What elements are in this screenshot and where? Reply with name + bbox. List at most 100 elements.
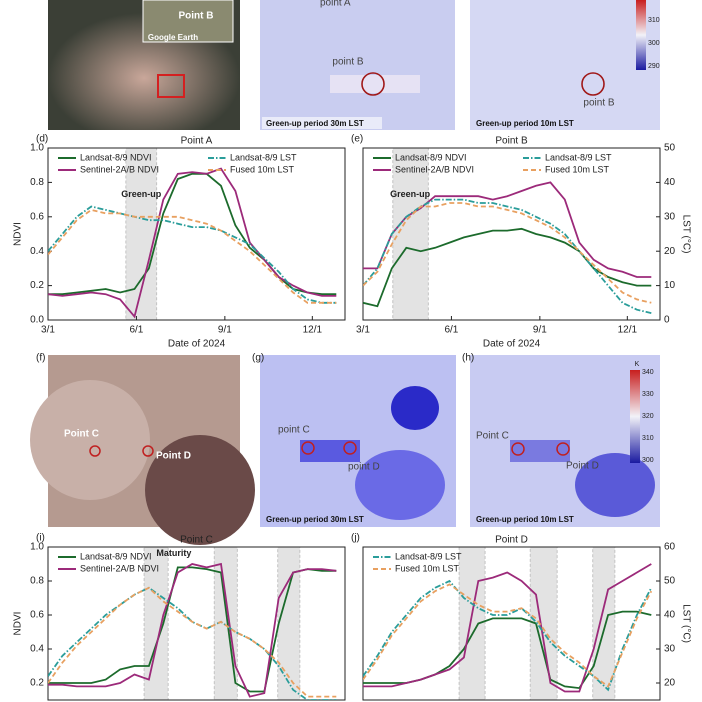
y2-tick-label: 50 [664, 576, 676, 587]
legend-label: Landsat-8/9 NDVI [395, 152, 467, 162]
colorbar-tick-label: 330 [642, 391, 654, 398]
y2-axis-label: LST (°C) [680, 604, 691, 643]
colorbar [636, 0, 646, 70]
legend-label: Fused 10m LST [545, 164, 610, 174]
series-line [48, 586, 337, 698]
image-caption: Green-up period 10m LST [476, 119, 574, 128]
point-marker [343, 441, 357, 455]
colorbar-tick-label: 340 [642, 369, 654, 376]
plot-frame [362, 147, 661, 321]
x-tick-label: 6/1 [444, 325, 458, 336]
x-axis-label: Date of 2024 [168, 339, 226, 350]
colorbar-tick-label: 300 [648, 40, 660, 47]
image-label: Google Earth [148, 33, 198, 42]
point-marker [511, 442, 525, 456]
panel-label: (h) [462, 353, 474, 364]
panel-c: point B Green-up period 10m LST 310 300 29… [470, 0, 660, 130]
y-axis-label: NDVI [13, 612, 24, 636]
legend-label: Landsat-8/9 NDVI [80, 152, 152, 162]
series-line [48, 208, 337, 304]
legend-label: Landsat-8/9 LST [545, 152, 612, 162]
y2-tick-label: 40 [664, 177, 676, 188]
colorbar-unit: K [635, 361, 640, 368]
series-line [48, 205, 337, 304]
y-tick-label: 0.6 [30, 610, 44, 621]
chart-title: Point C [180, 535, 213, 546]
colorbar-ticks: 310 300 290 [648, 17, 660, 70]
y2-tick-label: 50 [664, 143, 676, 154]
image-label: Point B [179, 11, 214, 22]
point-marker [301, 441, 315, 455]
series-line [48, 566, 337, 693]
y-tick-label: 0.0 [30, 315, 44, 326]
y-tick-label: 1.0 [30, 143, 44, 154]
y-tick-label: 0.2 [30, 280, 44, 291]
panel-label: (g) [252, 353, 264, 364]
image-label: point B [332, 57, 363, 68]
panel-label: (f) [36, 353, 45, 364]
image-label: Point C [64, 429, 99, 440]
legend-label: Sentinel-2A/B NDVI [395, 164, 474, 174]
legend-label: Fused 10m LST [230, 164, 295, 174]
y2-tick-label: 30 [664, 644, 676, 655]
point-marker [361, 72, 385, 96]
colorbar-ticks: 340 330 320 310 300 [642, 369, 654, 464]
zoom-box [157, 74, 185, 98]
panel-h: (h) Point C Point D Green-up period 10m … [462, 353, 660, 527]
x-tick-label: 12/1 [618, 325, 638, 336]
plot-frame [47, 147, 346, 321]
x-tick-label: 12/1 [303, 325, 323, 336]
plot-frame [362, 546, 661, 701]
charts: Point A (d) 0.0 0.2 0.4 0.6 0.8 1.0 3/1 6/1 9/1 12/… [13, 134, 691, 701]
chart: Point B (e) 0 10 20 30 40 50 3/1 6/1 9/1 12/1 Date o… [351, 134, 691, 350]
x-axis-label: Date of 2024 [483, 339, 541, 350]
image-label: point D [348, 462, 380, 473]
chart-title: Point D [495, 535, 528, 546]
lst-image [260, 0, 455, 130]
y2-tick-label: 40 [664, 610, 676, 621]
chart: Point C (i) 0.2 0.4 0.6 0.8 1.0 NDVI Maturity Lan… [13, 533, 346, 701]
colorbar-tick-label: 310 [642, 435, 654, 442]
x-tick-label: 9/1 [218, 325, 232, 336]
colorbar [630, 370, 640, 463]
chart-title: Point B [495, 136, 528, 147]
lst-patch [510, 440, 570, 462]
lst-image [470, 0, 660, 130]
legend-label: Sentinel-2A/B NDVI [80, 164, 159, 174]
legend-label: Landsat-8/9 LST [395, 551, 462, 561]
series-line [363, 563, 652, 693]
y-tick-label: 0.8 [30, 576, 44, 587]
point-marker [142, 445, 154, 457]
y2-tick-label: 20 [664, 246, 676, 257]
point-marker [556, 442, 570, 456]
colorbar-tick-label: 300 [642, 457, 654, 464]
panel-a: Point B Google Earth [48, 0, 240, 130]
chart-title: Point A [181, 136, 213, 147]
legend-label: Sentinel-2A/B NDVI [80, 563, 159, 573]
panel-label: (j) [351, 533, 360, 544]
y2-axis-label: LST (°C) [680, 215, 691, 254]
chart: Point D (j) 20 30 40 50 60 LST (°C) Landsat-8/9 … [351, 533, 691, 701]
annotation: Maturity [156, 548, 191, 558]
x-tick-label: 9/1 [533, 325, 547, 336]
annotation: Green-up [121, 189, 162, 199]
series-line [363, 202, 652, 304]
inset [142, 0, 234, 43]
image-caption: Green-up period 10m LST [476, 515, 574, 524]
panel-g: (g) point C point D Green-up period 30m … [252, 353, 456, 527]
series-line [363, 583, 653, 688]
y2-tick-label: 10 [664, 280, 676, 291]
y-tick-label: 0.6 [30, 211, 44, 222]
chart: Point A (d) 0.0 0.2 0.4 0.6 0.8 1.0 3/1 6/1 9/1 12/… [13, 134, 346, 350]
annotation: Green-up [390, 189, 431, 199]
y2-tick-label: 30 [664, 211, 676, 222]
y-axis-label: NDVI [13, 222, 24, 246]
legend-label: Landsat-8/9 LST [230, 152, 297, 162]
plot-frame [47, 546, 346, 701]
panel-label: (d) [36, 134, 48, 145]
panel-label: (e) [351, 134, 363, 145]
field [30, 380, 150, 500]
series-line [363, 181, 652, 278]
image-label: point A [320, 0, 351, 9]
